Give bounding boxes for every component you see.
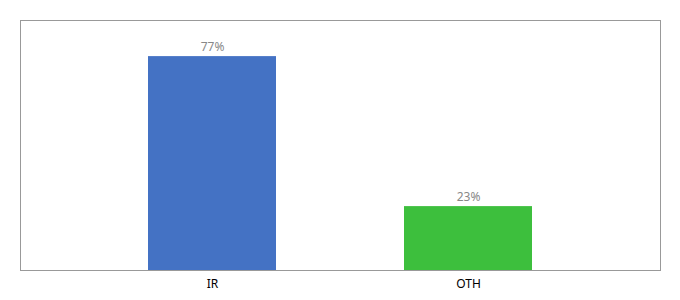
svg-text:OTH: OTH [456,275,481,292]
svg-text:IR: IR [207,275,219,292]
svg-text:23%: 23% [457,188,481,205]
svg-text:77%: 77% [201,38,225,55]
